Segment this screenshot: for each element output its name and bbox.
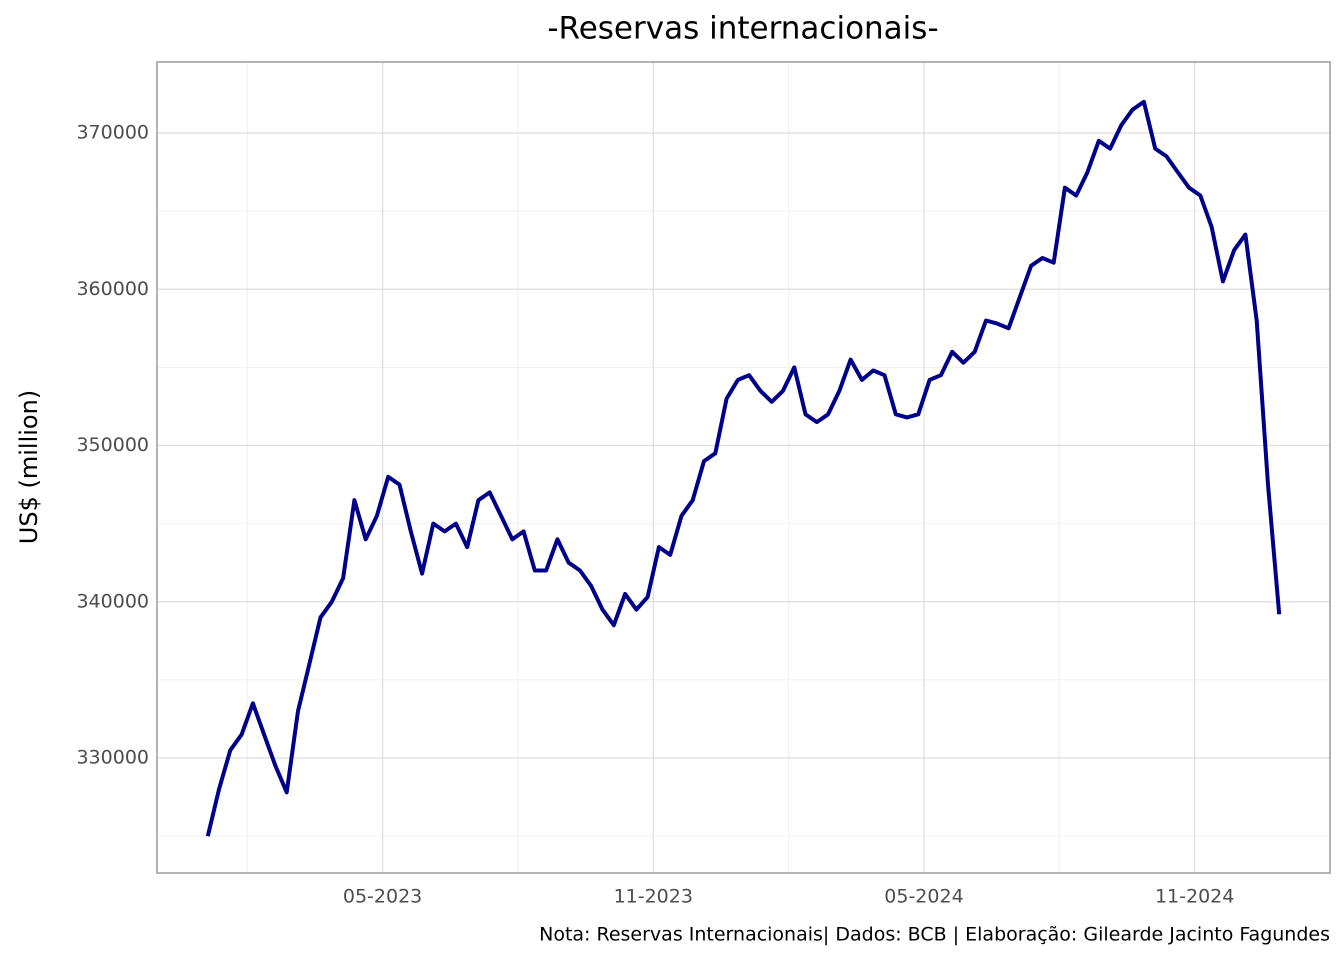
y-tick-label: 340000 (76, 590, 149, 612)
y-tick-label: 360000 (76, 278, 149, 300)
plot-border (156, 61, 1331, 874)
y-tick-label: 350000 (76, 434, 149, 456)
y-tick-label: 330000 (76, 747, 149, 769)
x-tick-label: 11-2023 (614, 886, 693, 908)
x-tick-label: 05-2024 (884, 886, 963, 908)
x-tick-label: 11-2024 (1155, 886, 1234, 908)
chart-title: -Reservas internacionais- (547, 11, 938, 47)
caption: Nota: Reservas Internacionais| Dados: BC… (539, 924, 1330, 946)
y-tick-label: 370000 (76, 122, 149, 144)
y-axis-label: US$ (million) (15, 390, 43, 544)
x-tick-label: 05-2023 (343, 886, 422, 908)
data-line (205, 99, 1282, 837)
